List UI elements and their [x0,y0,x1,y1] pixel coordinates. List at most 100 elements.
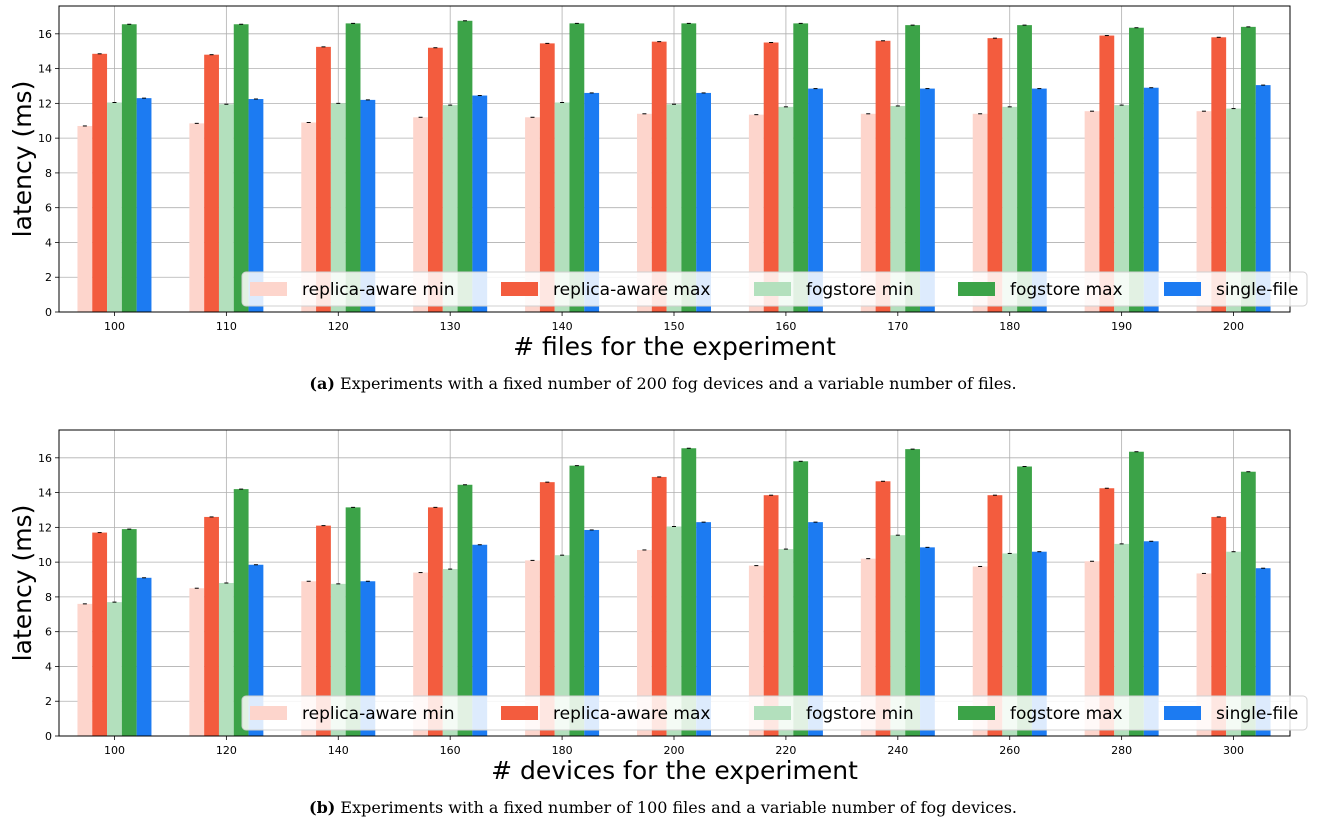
bar-fogstore-max [121,24,137,313]
legend-swatch-single-file [1164,282,1201,296]
bar-fogstore-min [1114,543,1130,736]
x-tick-labels: 100 110 120 130 140 150 160 170 180 190 200 [104,312,1244,333]
y-axis-label: latency (ms) [8,81,37,238]
bar-fogstore-max [1129,27,1144,313]
bar-single-file [472,95,488,313]
bar-replica-aware-min [1196,573,1212,736]
bar-replica-aware-min [972,113,988,312]
bar-fogstore-max [905,25,921,312]
y-axis-label: latency (ms) [8,505,37,662]
bar-replica-aware-min [189,123,205,312]
x-tick-label: 120 [216,744,237,757]
legend-label-fogstore-max: fogstore max [1010,280,1123,300]
bar-single-file [584,529,600,736]
x-tick-label: 120 [328,320,349,333]
caption: (a) Experiments with a fixed number of 2… [309,374,1016,393]
bar-replica-aware-min [860,558,876,736]
y-tick-label: 6 [45,626,52,639]
bar-replica-aware-min [1084,111,1100,312]
legend-label-replica-aware-min: replica-aware min [302,280,455,300]
y-tick-label: 8 [45,591,52,604]
bar-fogstore-min [666,526,682,736]
bar-single-file [248,99,264,312]
bar-replica-aware-max [875,481,891,736]
x-tick-label: 260 [999,744,1020,757]
bar-fogstore-max [1240,471,1256,736]
x-tick-label: 200 [664,744,685,757]
legend-label-replica-aware-min: replica-aware min [302,704,455,724]
y-tick-label: 2 [45,695,52,708]
y-tick-label: 4 [45,660,52,673]
bar-single-file [1031,88,1047,312]
bar-fogstore-max [345,507,361,736]
bars [77,447,1271,736]
legend-swatch-single-file [1164,706,1201,720]
bar-fogstore-min [330,103,346,312]
y-tick-label: 12 [38,97,52,110]
y-tick-labels: 0 2 4 6 8 10 12 14 16 [38,452,59,743]
bar-fogstore-min [1226,551,1241,736]
bar-fogstore-min [778,106,794,312]
legend-label-fogstore-min: fogstore min [806,704,914,724]
legend: replica-aware min replica-aware max fogsto… [241,695,1308,731]
bar-fogstore-max [793,23,809,313]
bar-single-file [584,92,600,312]
y-tick-label: 0 [45,306,52,319]
bar-replica-aware-min [413,572,428,736]
caption: (b) Experiments with a fixed number of 1… [309,798,1017,817]
legend-swatch-fogstore-max [958,282,995,296]
bar-replica-aware-min [525,117,540,312]
bar-replica-aware-min [413,117,428,312]
y-tick-label: 8 [45,167,52,180]
legend-label-single-file: single-file [1216,704,1298,724]
bar-replica-aware-max [92,532,108,736]
bar-replica-aware-max [1211,516,1227,736]
bars [77,20,1271,313]
bar-replica-aware-min [189,588,205,736]
bar-fogstore-max [1240,26,1256,312]
bar-fogstore-max [121,529,137,736]
x-tick-label: 220 [775,744,796,757]
legend-swatch-replica-aware-max [501,706,538,720]
bar-single-file [920,88,935,312]
bar-replica-aware-min [748,565,764,736]
bar-fogstore-max [345,23,361,313]
bar-replica-aware-max [987,38,1003,313]
bar-replica-aware-max [316,46,331,312]
chart-devices: 0 2 4 6 8 10 12 14 16 100 120 140 160 180 200 220 240 26… [8,429,1308,817]
y-tick-label: 10 [38,556,52,569]
bar-fogstore-min [554,555,570,736]
bar-single-file [696,522,711,736]
y-tick-label: 4 [45,236,52,249]
bar-fogstore-min [218,104,234,312]
plot-frame [58,429,1291,737]
bar-fogstore-min [890,105,906,312]
bar-fogstore-max [457,484,473,736]
chart-files: 0 2 4 6 8 10 12 14 16 100 110 120 130 140 150 160 170 18… [8,5,1308,393]
bar-replica-aware-min [748,114,764,313]
bar-single-file [1255,85,1271,312]
legend-swatch-replica-aware-max [501,282,538,296]
y-tick-label: 2 [45,271,52,284]
legend-label-fogstore-max: fogstore max [1010,704,1123,724]
legend-swatch-fogstore-min [754,282,791,296]
y-tick-label: 14 [38,487,52,500]
bar-single-file [1143,541,1159,736]
x-tick-label: 160 [775,320,796,333]
bar-single-file [696,92,711,312]
bar-replica-aware-min [1084,561,1100,736]
bar-fogstore-max [1129,451,1144,736]
x-tick-label: 160 [440,744,461,757]
legend-swatch-fogstore-max [958,706,995,720]
x-tick-label: 140 [328,744,349,757]
y-tick-label: 16 [38,452,52,465]
bar-single-file [472,544,488,736]
bar-fogstore-min [442,569,458,736]
bar-fogstore-min [218,583,234,736]
bar-fogstore-min [666,104,682,312]
y-tick-label: 16 [38,28,52,41]
bar-fogstore-min [1226,108,1241,312]
x-tick-label: 240 [887,744,908,757]
y-tick-label: 12 [38,521,52,534]
